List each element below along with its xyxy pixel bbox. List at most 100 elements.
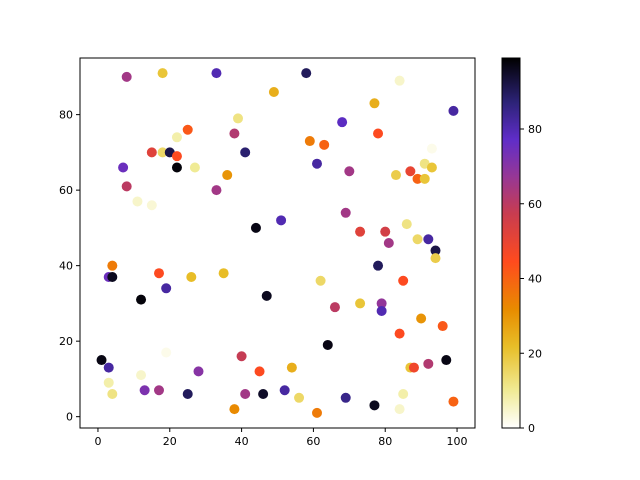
data-point (171, 132, 182, 143)
data-point (304, 136, 315, 147)
data-point (355, 298, 366, 309)
data-point (286, 362, 297, 373)
data-point (423, 358, 434, 369)
colorbar-tick-label: 20 (528, 347, 542, 360)
data-point (426, 162, 437, 173)
data-point (279, 385, 290, 396)
data-point (276, 215, 287, 226)
data-point (416, 313, 427, 324)
data-point (268, 86, 279, 97)
data-point (146, 200, 157, 211)
data-point (154, 385, 164, 396)
data-point (437, 321, 448, 332)
data-point (211, 185, 222, 196)
data-point (136, 294, 147, 305)
data-point (171, 151, 182, 162)
data-point (136, 370, 147, 381)
x-tick-label: 40 (235, 435, 249, 448)
data-point (154, 268, 164, 279)
colorbar-tick-label: 40 (528, 273, 542, 286)
data-point (340, 207, 351, 218)
data-point (250, 222, 261, 233)
x-tick-label: 80 (378, 435, 392, 448)
data-point (315, 275, 326, 286)
data-point (132, 196, 143, 207)
data-point (344, 166, 355, 177)
data-point (441, 355, 452, 366)
data-point (405, 166, 416, 177)
data-point (146, 147, 157, 158)
data-point (229, 404, 240, 415)
data-point (401, 219, 412, 230)
data-point (312, 158, 322, 169)
data-point (189, 162, 200, 173)
data-point (376, 305, 387, 316)
data-point (373, 128, 384, 139)
data-point (412, 173, 423, 184)
x-axis: 0 20 40 60 80 100 (94, 428, 468, 448)
data-point (369, 400, 380, 411)
data-point (419, 173, 430, 184)
y-tick-label: 20 (59, 335, 73, 348)
data-point (193, 366, 204, 377)
data-point (121, 71, 132, 82)
data-point (312, 407, 322, 418)
data-point (319, 139, 330, 150)
colorbar: 0 20 40 60 80 (501, 57, 542, 435)
colorbar-ticks: 0 20 40 60 80 (520, 123, 542, 435)
data-point (408, 362, 419, 373)
data-point (448, 396, 459, 407)
colorbar-tick-label: 60 (528, 198, 542, 211)
colorbar-tick-label: 0 (528, 422, 535, 435)
data-point (157, 68, 168, 79)
data-point (301, 68, 312, 79)
x-tick-label: 100 (447, 435, 468, 448)
data-point (412, 234, 423, 245)
data-point (329, 302, 340, 313)
data-point (171, 162, 182, 173)
data-points (96, 68, 459, 418)
data-point (391, 170, 401, 181)
data-point (423, 234, 434, 245)
data-point (355, 226, 366, 237)
colorbar-fill (502, 58, 520, 428)
data-point (394, 75, 405, 86)
data-point (233, 113, 243, 124)
data-point (182, 124, 193, 135)
data-point (186, 271, 197, 282)
data-point (376, 298, 387, 309)
data-point (426, 143, 437, 154)
x-tick-label: 60 (306, 435, 320, 448)
data-point (211, 68, 222, 79)
data-point (373, 260, 384, 271)
data-point (398, 275, 409, 286)
data-point (118, 162, 129, 173)
y-axis: 0 20 40 60 80 (59, 109, 80, 424)
plot-frame (79, 57, 476, 429)
data-point (218, 268, 229, 279)
data-point (322, 339, 333, 350)
data-point (121, 181, 132, 192)
data-point (182, 389, 193, 400)
data-point (398, 389, 409, 400)
data-point (236, 351, 247, 362)
x-tick-label: 20 (163, 435, 177, 448)
data-point (294, 392, 305, 403)
data-point (161, 283, 172, 294)
x-tick-label: 0 (94, 435, 101, 448)
colorbar-tick-label: 80 (528, 123, 542, 136)
data-point (103, 377, 114, 388)
data-point (222, 170, 233, 181)
data-point (107, 389, 118, 400)
data-point (430, 245, 441, 256)
data-point (448, 105, 459, 116)
data-point (340, 392, 351, 403)
data-point (337, 117, 348, 128)
y-tick-label: 60 (59, 184, 73, 197)
data-point (96, 355, 107, 366)
data-point (383, 238, 394, 248)
data-point (380, 226, 391, 237)
data-point (107, 271, 118, 282)
data-point (139, 385, 150, 396)
